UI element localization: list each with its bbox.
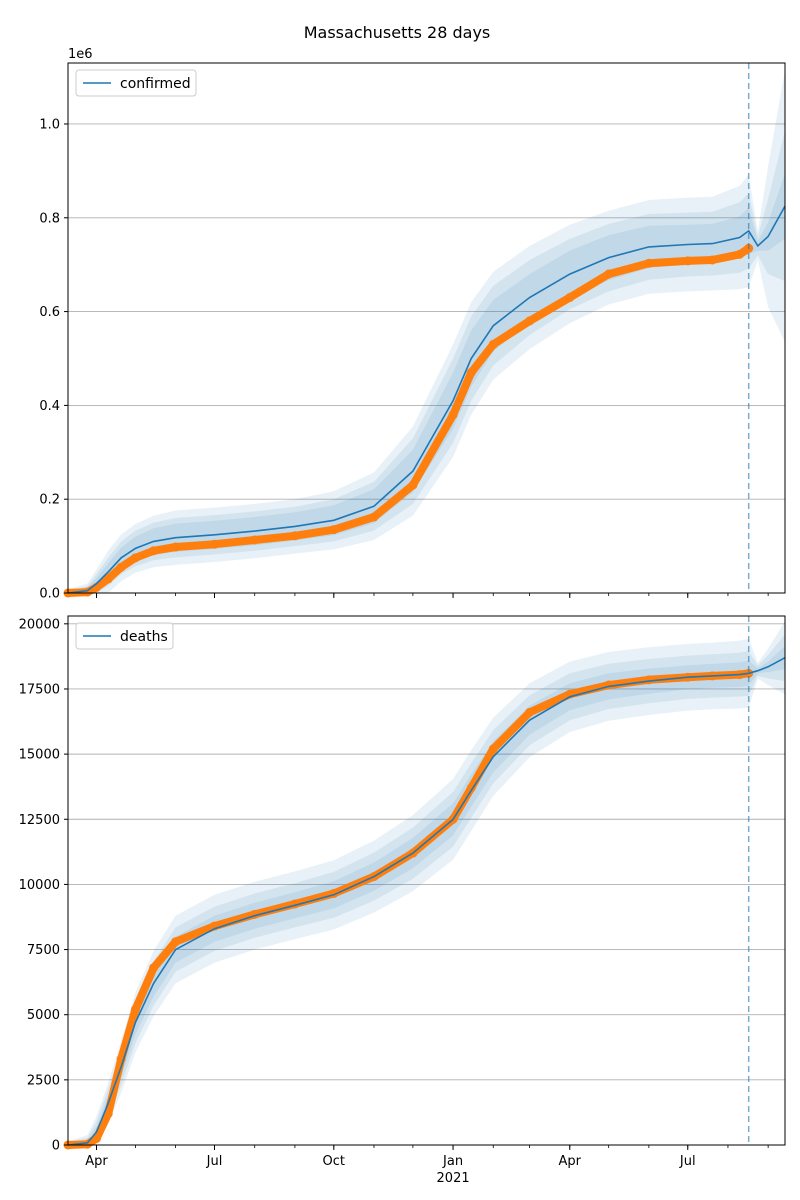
x-tick-label: Oct — [323, 1154, 345, 1169]
y-tick-label: 0 — [52, 1139, 60, 1154]
observed-point — [290, 531, 300, 541]
observed-point — [644, 258, 654, 268]
y-tick-label: 0.2 — [39, 493, 60, 508]
legend-box — [75, 622, 174, 650]
y-tick-label: 0.8 — [39, 211, 60, 226]
y-tick-label: 5000 — [27, 1008, 60, 1023]
uncertainty-band — [68, 646, 785, 1145]
plot-frame — [67, 62, 786, 594]
uncertainty-band — [68, 634, 785, 1145]
observed-point — [149, 963, 159, 973]
deaths-line — [67, 656, 786, 1146]
observed-point — [116, 562, 126, 572]
observed-point — [92, 1133, 102, 1143]
observed-point — [149, 546, 159, 556]
observed-point — [130, 553, 140, 563]
observed-point — [448, 410, 458, 420]
observed-point — [604, 269, 614, 279]
observed-point — [565, 293, 575, 303]
observed-point — [488, 339, 498, 349]
observed-series — [64, 669, 753, 1149]
y-tick-label: 20000 — [19, 617, 60, 632]
observed-point — [171, 937, 181, 947]
y-tick-label: 0.4 — [39, 399, 60, 414]
observed-point — [735, 249, 745, 259]
deaths-panel: 0 2500 5000 7500 10000 12500 15000 17500 20000 de… — [19, 615, 786, 1154]
observed-point — [525, 316, 535, 326]
y-tick-label: 15000 — [19, 748, 60, 763]
confirmed-line — [67, 205, 786, 594]
observed-point — [707, 255, 717, 265]
observed-point — [369, 512, 379, 522]
x-tick-label: Apr — [85, 1154, 108, 1169]
x-tick-label: Apr — [559, 1154, 582, 1169]
x-axis: Apr Jul Oct Jan Apr Jul 2021 — [85, 1154, 695, 1186]
observed-point — [683, 256, 693, 266]
observed-point — [171, 542, 181, 552]
observed-point — [130, 1004, 140, 1014]
observed-point — [250, 535, 260, 545]
legend-box — [75, 69, 197, 97]
uncertainty-band — [68, 131, 785, 593]
observed-point — [210, 539, 220, 549]
confirmed-panel: 0.0 0.2 0.4 0.6 0.8 1.0 1e6 confirmed — [39, 47, 786, 602]
y-tick-label: 2500 — [27, 1073, 60, 1088]
observed-point — [103, 574, 113, 584]
x-year-label: 2021 — [437, 1171, 470, 1186]
x-tick-label: Jul — [679, 1154, 696, 1169]
y-scale-label: 1e6 — [68, 47, 93, 62]
observed-point — [466, 368, 476, 378]
y-tick-label: 10000 — [19, 878, 60, 893]
y-tick-label: 7500 — [27, 943, 60, 958]
legend-label: confirmed — [120, 76, 191, 92]
observed-point — [329, 525, 339, 535]
uncertainty-band — [68, 173, 785, 593]
y-tick-label: 1.0 — [39, 117, 60, 132]
x-tick-label: Jan — [442, 1154, 463, 1169]
observed-point — [103, 1109, 113, 1119]
observed-point — [644, 675, 654, 685]
y-tick-label: 0.6 — [39, 305, 60, 320]
y-tick-label: 12500 — [19, 813, 60, 828]
observed-point — [488, 744, 498, 754]
chart-title: Massachusetts 28 days — [304, 23, 491, 42]
y-tick-label: 17500 — [19, 682, 60, 697]
observed-point — [82, 1139, 92, 1149]
x-tick-label: Jul — [206, 1154, 223, 1169]
observed-point — [408, 480, 418, 490]
legend-label: deaths — [120, 629, 168, 645]
uncertainty-band — [68, 70, 785, 593]
plot-frame — [67, 615, 786, 1146]
y-tick-label: 0.0 — [39, 587, 60, 602]
observed-point — [604, 680, 614, 690]
observed-point — [525, 707, 535, 717]
